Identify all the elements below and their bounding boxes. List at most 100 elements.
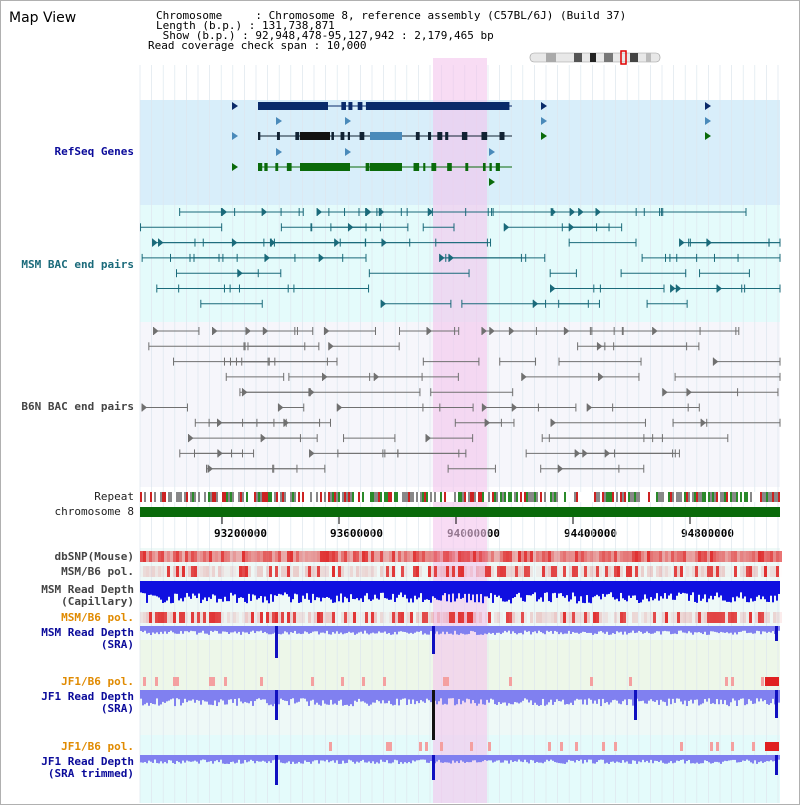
repeat-element	[498, 492, 500, 502]
gene-block	[370, 163, 402, 171]
track-label-msm-bac[interactable]: MSM BAC end pairs	[21, 258, 134, 271]
repeat-element	[406, 492, 408, 502]
read-depth-bar	[556, 690, 558, 700]
snp-density-cell	[683, 566, 686, 577]
read-depth-bar	[264, 581, 266, 597]
read-depth-bar	[738, 626, 740, 632]
snp-density-cell	[677, 612, 680, 623]
snp-density-cell	[512, 566, 515, 577]
read-depth-bar	[260, 690, 262, 700]
read-depth-bar	[612, 626, 614, 634]
repeat-element	[522, 492, 524, 502]
read-depth-bar	[220, 581, 222, 599]
read-depth-bar	[368, 626, 370, 635]
repeat-element	[238, 492, 240, 502]
track-label-chromosome[interactable]: chromosome 8	[54, 505, 134, 518]
read-depth-bar	[186, 755, 188, 761]
bac-end-arrow	[551, 208, 557, 216]
snp-density-cell	[542, 566, 545, 577]
snp-density-cell	[215, 612, 218, 623]
track-label-jf1-depth-trimmed[interactable]: JF1 Read Depth (SRA trimmed)	[41, 755, 134, 780]
read-depth-bar	[434, 581, 436, 598]
read-depth-bar	[312, 690, 314, 700]
read-depth-bar	[264, 626, 266, 632]
track-label-refseq[interactable]: RefSeq Genes	[54, 145, 134, 158]
read-depth-bar	[248, 581, 250, 594]
read-depth-bar	[462, 581, 464, 598]
read-depth-bar	[454, 755, 456, 763]
repeat-element	[762, 492, 764, 502]
repeat-element	[772, 492, 774, 502]
read-depth-bar	[694, 626, 696, 633]
read-depth-bar	[360, 581, 362, 599]
snp-density-cell	[437, 566, 440, 577]
repeat-element	[222, 492, 224, 502]
track-label-msm-b6-pol-2[interactable]: MSM/B6 pol.	[61, 611, 134, 624]
snp-density-cell	[410, 551, 413, 562]
snp-density-cell	[704, 551, 707, 562]
track-label-jf1-b6-pol[interactable]: JF1/B6 pol.	[61, 675, 134, 688]
track-label-msm-depth-sra[interactable]: MSM Read Depth (SRA)	[41, 626, 134, 651]
track-label-dbsnp[interactable]: dbSNP(Mouse)	[54, 550, 134, 563]
read-depth-bar	[436, 626, 438, 632]
track-label-b6n-bac[interactable]: B6N BAC end pairs	[21, 400, 134, 413]
snp-density-cell	[146, 612, 149, 623]
snp-density-cell	[500, 551, 503, 562]
read-depth-bar	[190, 626, 192, 631]
repeat-element	[338, 492, 340, 502]
snp-density-cell	[401, 566, 404, 577]
snp-density-cell	[599, 551, 602, 562]
read-depth-bar	[670, 626, 672, 635]
read-depth-bar	[430, 755, 432, 762]
repeat-element	[244, 492, 246, 502]
repeat-element	[180, 492, 182, 502]
read-depth-bar	[350, 626, 352, 633]
track-label-jf1-b6-pol-2[interactable]: JF1/B6 pol.	[61, 740, 134, 753]
read-depth-bar	[474, 755, 476, 761]
read-depth-bar	[378, 581, 380, 600]
snp-density-cell	[311, 612, 314, 623]
gene-exon	[340, 132, 345, 140]
read-depth-bar	[438, 626, 440, 635]
repeat-element	[500, 492, 502, 502]
chromosome-ideogram[interactable]	[529, 50, 661, 65]
track-label-jf1-depth-sra[interactable]: JF1 Read Depth (SRA)	[41, 690, 134, 715]
gene-exon	[357, 102, 363, 110]
read-depth-bar	[256, 690, 258, 700]
read-depth-bar	[380, 581, 382, 593]
snp-density-cell	[485, 612, 488, 623]
snp-density-cell	[233, 551, 236, 562]
read-depth-bar	[778, 581, 780, 594]
read-depth-bar	[324, 626, 326, 634]
read-depth-bar	[658, 690, 660, 705]
read-depth-bar	[300, 690, 302, 699]
read-depth-bar	[672, 626, 674, 634]
read-depth-bar	[716, 755, 718, 762]
repeat-element	[246, 492, 248, 502]
track-label-repeat[interactable]: Repeat	[94, 490, 134, 503]
repeat-element	[664, 492, 666, 502]
snp-density-cell	[572, 612, 575, 623]
snp-density-cell	[629, 612, 632, 623]
snp-density-cell	[470, 566, 473, 577]
snp-density-cell	[647, 551, 650, 562]
read-depth-bar	[522, 690, 524, 701]
snp-density-cell	[392, 551, 395, 562]
read-depth-bar	[552, 626, 554, 634]
read-depth-bar	[500, 690, 502, 704]
read-depth-bar	[208, 626, 210, 635]
read-depth-bar	[622, 581, 624, 599]
snp-density-cell	[425, 612, 428, 623]
repeat-element	[516, 492, 518, 502]
track-label-msm-b6-pol[interactable]: MSM/B6 pol.	[61, 565, 134, 578]
track-label-msm-depth-capillary[interactable]: MSM Read Depth (Capillary)	[41, 583, 134, 608]
read-depth-bar	[518, 690, 520, 704]
snp-density-cell	[737, 566, 740, 577]
repeat-element	[494, 492, 496, 502]
read-depth-bar	[192, 690, 194, 700]
snp-density-cell	[179, 551, 182, 562]
snp-density-cell	[743, 566, 746, 577]
read-depth-bar	[606, 581, 608, 595]
snp-density-cell	[239, 612, 242, 623]
